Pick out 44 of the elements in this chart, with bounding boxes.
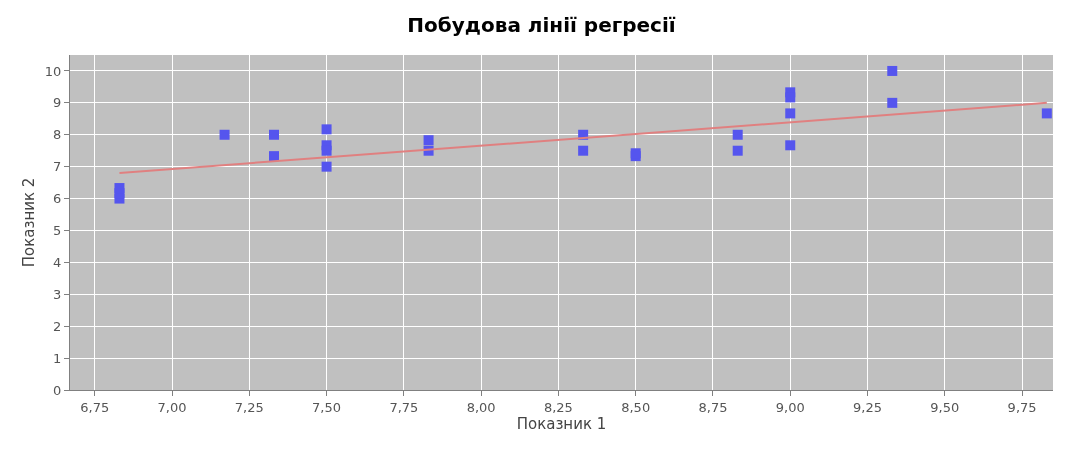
point (785, 92, 796, 103)
point (114, 183, 125, 194)
point (887, 65, 898, 76)
point (423, 135, 434, 146)
point (219, 129, 230, 140)
y-tick-label: 1 (53, 350, 62, 366)
x-tick-label: 9,75 (1007, 399, 1037, 415)
x-tick-label: 7,00 (157, 399, 187, 415)
point (1041, 108, 1052, 119)
chart-title: Побудова лінії регресії (407, 13, 676, 37)
point (269, 129, 280, 140)
y-axis-title: Показник 2 (20, 177, 39, 268)
y-tick-label: 3 (53, 286, 62, 302)
point (732, 145, 743, 156)
x-tick-label: 9,25 (853, 399, 883, 415)
point (887, 97, 898, 108)
x-tick-label: 8,75 (698, 399, 728, 415)
y-tick-label: 9 (53, 95, 62, 111)
point (732, 129, 743, 140)
y-tick-label: 8 (53, 127, 62, 143)
point (321, 145, 332, 156)
y-tick-label: 7 (53, 159, 62, 175)
x-tick-label: 7,25 (234, 399, 264, 415)
x-tick-label: 8,25 (543, 399, 573, 415)
x-axis-title: Показник 1 (516, 414, 607, 433)
x-tick-label: 8,50 (621, 399, 651, 415)
point (785, 140, 796, 151)
x-tick-label: 9,50 (930, 399, 960, 415)
point (321, 161, 332, 172)
y-tick-label: 2 (53, 318, 62, 334)
point (269, 151, 280, 162)
y-tick-label: 6 (53, 191, 62, 207)
y-tick-label: 0 (53, 382, 62, 398)
x-tick-label: 9,00 (775, 399, 805, 415)
x-tick-label: 6,75 (80, 399, 110, 415)
y-tick-label: 10 (44, 63, 62, 79)
y-tick-label: 4 (53, 254, 62, 270)
x-tick-label: 7,75 (389, 399, 419, 415)
x-tick-label: 7,50 (312, 399, 342, 415)
point (785, 108, 796, 119)
point (578, 145, 589, 156)
point (321, 124, 332, 135)
y-tick-label: 5 (53, 223, 62, 239)
x-tick-label: 8,00 (466, 399, 496, 415)
